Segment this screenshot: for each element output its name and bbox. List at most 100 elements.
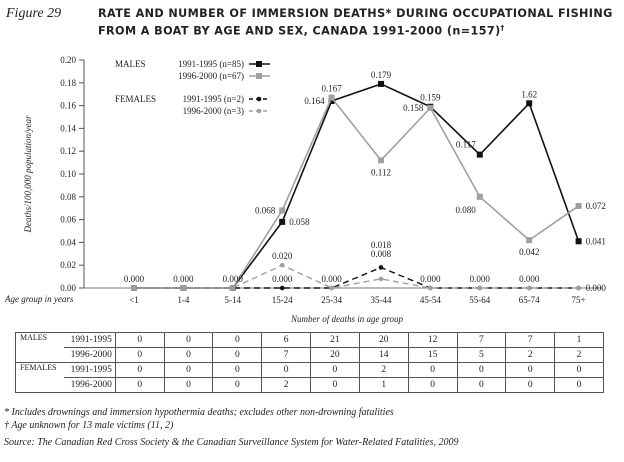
data-point [378, 265, 384, 270]
row-period: 1991-1995 [63, 332, 116, 348]
data-point [328, 94, 335, 101]
data-point [427, 104, 434, 111]
data-label: 0.041 [586, 236, 606, 246]
y-tick-label: 0.18 [60, 78, 76, 88]
data-label: 0.072 [586, 201, 606, 211]
series-line [134, 264, 579, 289]
x-tick-label: 65-74 [519, 295, 540, 305]
table-cell: 0 [163, 362, 214, 378]
legend-marker [256, 96, 262, 102]
table-cell: 21 [310, 332, 360, 348]
series-line [134, 96, 580, 289]
title-line-1: RATE AND NUMBER OF IMMERSION DEATHS* DUR… [98, 7, 613, 20]
x-tick-label: 75+ [572, 295, 586, 305]
data-point [476, 193, 483, 200]
data-label: 0.020 [272, 251, 293, 261]
data-label: 0.000 [173, 274, 194, 284]
series-line [134, 266, 579, 289]
table-cell: 15 [407, 347, 458, 363]
data-label: 0.042 [519, 247, 539, 257]
data-point [575, 202, 582, 209]
data-point [279, 285, 285, 291]
x-tick-label: 35-44 [371, 295, 392, 305]
y-tick-label: 0.02 [60, 260, 76, 270]
data-label: 0.000 [586, 283, 607, 293]
table-cell: 7 [261, 347, 312, 363]
table-cell: 0 [212, 362, 263, 378]
y-axis-label: Deaths/100,000 population/year [23, 115, 33, 233]
table-cell: 0 [456, 377, 507, 393]
data-point [526, 237, 533, 244]
table-cell: 0 [261, 362, 312, 378]
footnote-1: * Includes drownings and immersion hypot… [4, 407, 394, 418]
x-tick-label: 45-54 [420, 295, 441, 305]
legend-marker [256, 61, 262, 67]
data-point [378, 157, 384, 164]
data-label: 0.159 [420, 93, 441, 103]
line-chart: 0.00 0.02 0.04 0.06 0.08 0.10 0.12 0.14 0.16 0.18… [4, 55, 607, 324]
table-cell: 7 [456, 332, 507, 348]
data-label: 0.179 [371, 70, 392, 80]
data-label: 0.018 [371, 240, 392, 250]
data-point [576, 285, 581, 291]
data-point [230, 285, 236, 291]
table-cell: 14 [358, 347, 409, 363]
data-point [181, 285, 186, 291]
row-period: 1996-2000 [63, 347, 116, 363]
table-cell: 0 [505, 362, 556, 378]
data-point [329, 285, 334, 291]
title-mark: † [500, 24, 505, 32]
table-cell: 0 [554, 362, 604, 378]
data-point [279, 207, 286, 214]
data-point [476, 151, 483, 158]
legend-marker [256, 73, 262, 79]
figure-label: Figure 29 [6, 6, 62, 21]
table-cell: 0 [407, 377, 458, 393]
data-label: 0.000 [519, 274, 540, 284]
data-label: 0.068 [255, 205, 276, 215]
data-label: 0.000 [321, 274, 342, 284]
table-cell: 0 [114, 362, 165, 378]
x-tick-label: <1 [129, 295, 139, 305]
legend-label: 1996-2000 (n=67) [178, 71, 244, 81]
table-cell: 0 [163, 332, 214, 348]
legend-label: 1996-2000 (n=3) [183, 106, 244, 116]
data-label: 0.058 [289, 217, 310, 227]
data-point [378, 276, 384, 282]
data-point [526, 100, 533, 107]
row-group: MALES [14, 332, 64, 363]
row-period: 1996-2000 [63, 377, 116, 393]
x-tick-label: 1-4 [177, 295, 189, 305]
table-row: 1996-2000 0 0 0 2 0 1 0 0 0 0 [16, 377, 604, 393]
table-cell: 12 [407, 332, 458, 348]
data-point [526, 285, 532, 291]
data-label: 0.000 [272, 274, 293, 284]
table-cell: 5 [456, 347, 507, 363]
table-cell: 20 [358, 332, 409, 348]
x-tick-label: 25-34 [321, 295, 342, 305]
table-cell: 0 [212, 332, 263, 348]
table-cell: 0 [505, 377, 556, 393]
data-point [328, 98, 335, 105]
data-label: 0.167 [321, 84, 342, 94]
legend-label: 1991-1995 (n=85) [178, 59, 244, 69]
data-point [378, 80, 384, 87]
y-tick-label: 0.08 [60, 192, 76, 202]
legend-group: FEMALES [115, 94, 156, 104]
table-cell: 6 [261, 332, 312, 348]
deaths-table: MALES 1991-1995 0 0 0 6 21 20 12 7 7 1 1996-2000 0 0 0 7… [14, 332, 604, 393]
data-label: 0.117 [456, 140, 476, 150]
data-label: 0.000 [124, 274, 145, 284]
table-cell: 2 [261, 377, 312, 393]
legend-marker [256, 108, 262, 114]
table-row: MALES 1991-1995 0 0 0 6 21 20 12 7 7 1 [14, 332, 604, 363]
table-title: Number of deaths in age group [290, 314, 403, 324]
x-tick-label: 15-24 [272, 295, 293, 305]
y-tick-label: 0.14 [60, 123, 76, 133]
table-cell: 0 [212, 377, 263, 393]
y-tick-label: 0.20 [60, 55, 76, 65]
row-period: 1991-1995 [63, 362, 116, 378]
source-note: Source: The Canadian Red Cross Society &… [4, 437, 459, 448]
table-cell: 0 [407, 362, 458, 378]
data-point [131, 285, 137, 291]
